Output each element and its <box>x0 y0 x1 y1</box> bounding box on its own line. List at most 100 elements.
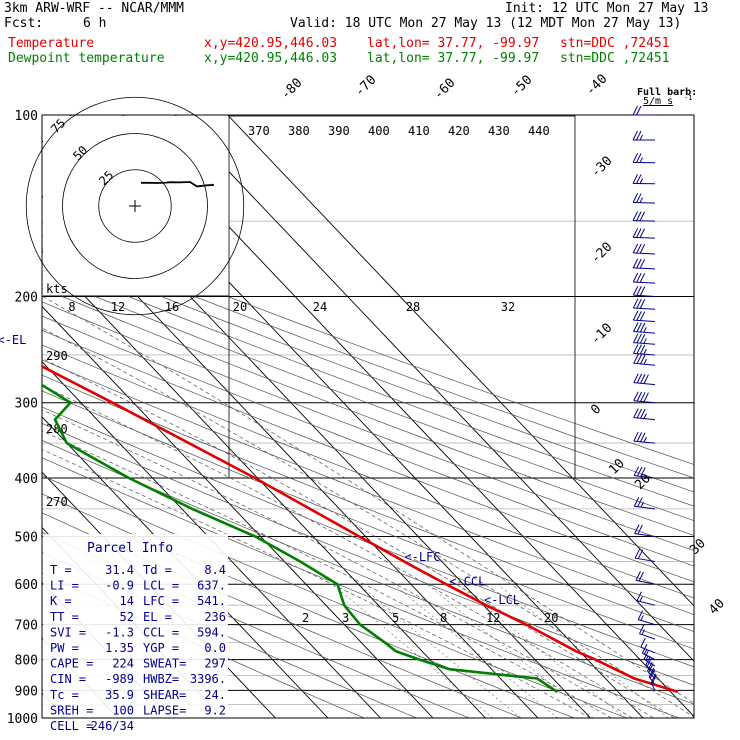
wind-barb-flag <box>640 615 644 621</box>
dew-latlon: lat,lon= 37.77, -99.97 <box>367 51 540 66</box>
wind-barb-22 <box>633 322 656 334</box>
parcel-val-4: -1.3 <box>105 625 134 639</box>
wind-barb-flag <box>634 524 640 534</box>
parcel-key-10: CELL = <box>50 719 93 733</box>
wind-barb-staff <box>633 220 656 222</box>
temperature-line <box>42 364 679 694</box>
wind-barb-flag <box>635 571 641 581</box>
wind-barb-staff <box>633 252 656 255</box>
speed-tick-28: 28 <box>406 300 420 314</box>
wind-barb-flag <box>651 674 657 685</box>
wind-barb-21 <box>633 333 656 345</box>
theta-label-400: 400 <box>368 124 390 138</box>
parcel-val-8: 35.9 <box>105 688 134 702</box>
header-fcst-label: Fcst: <box>4 16 44 31</box>
dry-adiabat-390 <box>42 315 694 567</box>
plot-frame <box>41 114 695 719</box>
wind-barb-flag <box>638 624 645 634</box>
wind-barb-flag <box>643 358 647 365</box>
mixing-ratio-label-20: 20 <box>544 611 558 625</box>
wind-barb-flag <box>632 285 639 296</box>
barbs-legend-units: 5/m s <box>643 96 673 107</box>
isotherm-label--10: -10 <box>588 321 615 348</box>
pressure-label-700: 700 <box>15 619 38 634</box>
wind-barb-10 <box>635 571 656 585</box>
wind-barb-27 <box>632 258 656 270</box>
wind-barb-flag <box>636 344 642 354</box>
level-label-lcl: <-LCL <box>484 593 520 607</box>
moist-adiabat-26 <box>42 357 675 718</box>
dry-adiabat-450 <box>42 235 694 479</box>
isotherm-label--50: -50 <box>508 73 535 100</box>
wind-barb-staff <box>650 682 656 691</box>
parcel-val-0: 31.4 <box>105 563 134 577</box>
wind-barb-9 <box>636 591 656 606</box>
wind-barb-flag <box>633 354 639 364</box>
isotherm--30 <box>42 361 381 718</box>
pressure-label-100: 100 <box>15 109 38 124</box>
parcel-key-8: Tc = <box>50 688 79 702</box>
parcel-val2-5: 0.0 <box>204 641 226 655</box>
dewpoint-legend: Dewpoint temperature <box>8 51 165 66</box>
dry-adiabat-420 <box>42 274 694 522</box>
wind-barb-flag <box>632 130 638 141</box>
dry-adiabat-340 <box>42 390 694 650</box>
wind-barb-flag <box>639 311 646 321</box>
parcel-val-1: -0.9 <box>105 579 134 593</box>
wind-barb-flag <box>639 157 643 163</box>
isotherm-label-40: 40 <box>706 596 728 618</box>
wind-barb-flag <box>632 298 639 309</box>
wind-barb-flag <box>636 432 643 442</box>
hodograph-trace <box>141 181 214 188</box>
mixing-ratio-5 <box>393 583 558 718</box>
wind-barb-8 <box>637 610 656 626</box>
parcel-val2-1: 637. <box>197 579 226 593</box>
wind-barb-flag <box>640 432 646 442</box>
wind-barb-flag <box>632 193 639 203</box>
pressure-label-200: 200 <box>15 291 38 306</box>
mixing-ratio-label-3: 3 <box>342 611 349 625</box>
dry-adiabat-360 <box>42 359 694 616</box>
hodograph-ring-75 <box>25 96 245 316</box>
wind-barb-flag <box>633 344 639 354</box>
wind-barb-flag <box>636 591 642 601</box>
wind-barb-flag <box>639 596 643 602</box>
wind-barb-16 <box>633 408 656 421</box>
isotherm-label--60: -60 <box>431 76 458 103</box>
parcel-val2-6: 297 <box>204 657 226 671</box>
pressure-label-600: 600 <box>15 578 38 593</box>
mixing-ratio-label-5: 5 <box>392 611 399 625</box>
isotherm-label-0: 0 <box>588 402 604 418</box>
wind-barb-flag <box>632 310 639 321</box>
parcel-val2-8: 24. <box>204 688 226 702</box>
mixing-ratio-label-8: 8 <box>440 611 447 625</box>
wind-barb-32 <box>632 174 656 185</box>
wind-barb-12 <box>634 524 656 537</box>
hodograph-ring-25 <box>98 169 172 243</box>
wind-barb-flag <box>633 322 639 332</box>
theta-left-label-290: 290 <box>46 349 68 363</box>
wind-barb-staff <box>633 281 656 284</box>
wind-barb-flag <box>638 571 644 582</box>
wind-barb-staff <box>648 676 656 685</box>
parcel-val-10: 246/34 <box>91 719 134 733</box>
wind-barb-flag <box>639 258 646 269</box>
wind-barb-15 <box>633 431 656 444</box>
dewpoint-line <box>42 383 559 693</box>
isotherm-label--80: -80 <box>278 76 305 103</box>
temp-xy: x,y=420.95,446.03 <box>204 36 338 51</box>
wind-barb-flag <box>640 354 646 365</box>
wind-barb-11 <box>634 548 656 562</box>
header-fcst-value: 6 h <box>83 16 107 31</box>
wind-barb-flag <box>633 391 639 401</box>
wind-barb-staff <box>633 201 656 204</box>
parcel-val2-7: 3396. <box>190 672 226 686</box>
dry-adiabat-310 <box>42 439 694 705</box>
wind-barb-staff <box>639 633 656 640</box>
speed-tick-20: 20 <box>233 300 247 314</box>
parcel-background <box>43 534 228 718</box>
moist-adiabat-34 <box>42 296 694 704</box>
wind-barb-flag <box>637 610 644 620</box>
wind-barb-flag <box>643 338 647 344</box>
wind-barb-staff <box>643 658 656 667</box>
